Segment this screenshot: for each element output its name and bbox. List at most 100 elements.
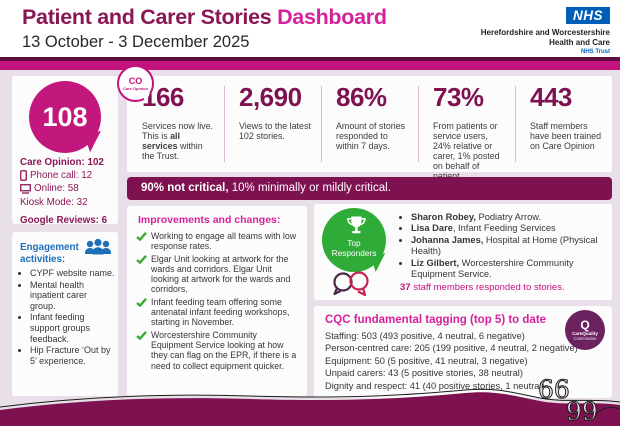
engagement-list: CYPF website name. Mental health inpatie… bbox=[20, 268, 115, 367]
criticality-banner: 90% not critical, 10% minimally or mildl… bbox=[127, 177, 612, 200]
list-item: Infant feeding support groups feedback. bbox=[30, 312, 115, 344]
stat-value: 86% bbox=[336, 82, 387, 112]
responders-footer-text: staff members responded to stories. bbox=[410, 282, 565, 293]
engagement-title: Engagement activities: bbox=[20, 242, 79, 265]
phone-call-row: Phone call: 12 bbox=[20, 169, 116, 182]
date-range: 13 October - 3 December 2025 bbox=[22, 33, 250, 51]
google-reviews-label: Google Reviews: 6 bbox=[20, 214, 108, 226]
trophy-icon bbox=[347, 216, 366, 234]
cqc-line-dignity: Dignity and respect: 41 (40 positive sto… bbox=[325, 380, 545, 391]
stat-desc: Staff members have been trained on Care … bbox=[530, 121, 602, 151]
care-opinion-logo-bubble: CO Care Opinion bbox=[117, 65, 154, 102]
people-icon bbox=[85, 238, 111, 255]
org-name-line1: Herefordshire and Worcestershire bbox=[480, 28, 610, 37]
online-label: Online: 58 bbox=[34, 183, 79, 195]
stat-from-patients: 73% From patients or service users, 24% … bbox=[418, 76, 515, 181]
care-opinion-logo-co: CO bbox=[128, 75, 143, 86]
cqc-logo-line2: Commission bbox=[573, 336, 597, 342]
page-title-accent: Dashboard bbox=[277, 5, 387, 29]
stat-desc-bold: all services bbox=[142, 131, 180, 151]
stat-value: 2,690 bbox=[239, 82, 302, 112]
stat-desc: Views to the latest 102 stories. bbox=[239, 121, 311, 141]
totals-breakdown: Care Opinion: 102 Phone call: 12 Online:… bbox=[20, 156, 116, 227]
nhs-logo-block: NHS Herefordshire and Worcestershire Hea… bbox=[481, 7, 610, 56]
improvement-text: Worcestershire Community Equipment Servi… bbox=[151, 329, 297, 371]
banner-rest-text: 10% minimally or mildly critical. bbox=[228, 182, 391, 194]
stat-desc-text: Services now live. This is bbox=[142, 121, 214, 141]
list-item: CYPF website name. bbox=[30, 268, 115, 279]
stat-responded: 86% Amount of stories responded to withi… bbox=[321, 76, 418, 172]
responder-name: Lisa Dare bbox=[411, 223, 453, 234]
cqc-title: CQC fundamental tagging (top 5) to date bbox=[325, 314, 547, 326]
cqc-line-person-centred: Person-centred care: 205 (199 positive, … bbox=[325, 343, 578, 354]
page-title: Patient and Carer Stories Dashboard bbox=[22, 5, 387, 30]
org-name-line2: Health and Care bbox=[549, 38, 610, 47]
responder-service: Hospital at Home (Physical Health) bbox=[411, 234, 598, 257]
top-responders-bubble: Top Responders bbox=[322, 208, 386, 272]
engagement-card: Engagement activities: CYPF website name… bbox=[12, 232, 118, 396]
cqc-line-unpaid-carers: Unpaid carers: 43 (5 positive stories, 3… bbox=[325, 368, 523, 379]
list-item: Hip Fracture ‘Out by 5’ experience. bbox=[30, 345, 115, 366]
total-stories-bubble: 108 bbox=[29, 81, 101, 153]
improvements-title: Improvements and changes: bbox=[138, 214, 281, 226]
online-row: Online: 58 bbox=[20, 182, 116, 195]
list-item: Mental health inpatient carer group. bbox=[30, 280, 115, 312]
banner-bold-text: 90% not critical, bbox=[141, 182, 229, 194]
cqc-logo-line1: CareQuality bbox=[572, 330, 598, 336]
list-item: Liz Gilbert, Worcestershire Community Eq… bbox=[411, 258, 606, 281]
speech-bubbles-icon bbox=[333, 271, 369, 297]
cqc-logo: Q CareQuality Commission bbox=[565, 310, 605, 350]
phone-icon bbox=[20, 170, 27, 182]
stat-desc-text: within the Trust. bbox=[142, 141, 203, 161]
care-opinion-logo: CO Care Opinion bbox=[117, 65, 154, 102]
cqc-line-equipment: Equipment: 50 (5 positive, 41 neutral, 3… bbox=[325, 355, 528, 366]
page-title-main: Patient and Carer Stories bbox=[22, 5, 278, 29]
badge-line2: Responders bbox=[331, 247, 377, 258]
monitor-icon bbox=[20, 184, 31, 194]
list-item: Infant feeding team offering some antena… bbox=[127, 297, 307, 330]
stats-card: 166 Services now live. This is all servi… bbox=[127, 76, 612, 181]
care-opinion-logo-label: Care Opinion bbox=[122, 85, 149, 91]
header-divider-pink bbox=[0, 61, 620, 70]
care-opinion-total: Care Opinion: 102 bbox=[20, 157, 104, 168]
responder-service: Worcestershire Community Equipment Servi… bbox=[411, 257, 574, 280]
top-responders-list: Sharon Robey, Podiatry Arrow. Lisa Dare,… bbox=[400, 212, 606, 280]
total-stories-count: 108 bbox=[42, 101, 88, 132]
check-icon bbox=[136, 232, 147, 241]
stat-desc: Services now live. This is all services … bbox=[142, 121, 216, 161]
list-item: Working to engage all teams with low res… bbox=[127, 231, 307, 254]
list-item: Johanna James, Hospital at Home (Physica… bbox=[411, 235, 606, 258]
responders-count: 37 bbox=[400, 282, 411, 293]
header-divider-dark bbox=[0, 57, 620, 61]
improvement-text: Infant feeding team offering some antena… bbox=[151, 296, 290, 328]
responder-service: Podiatry Arrow. bbox=[475, 212, 542, 222]
list-item: Sharon Robey, Podiatry Arrow. bbox=[411, 212, 606, 223]
org-name-line3: NHS Trust bbox=[580, 49, 610, 55]
check-icon bbox=[136, 254, 147, 264]
badge-line1: Top bbox=[347, 238, 361, 248]
improvement-text: Elgar Unit looking at artwork for the wa… bbox=[151, 253, 291, 295]
stat-value: 443 bbox=[530, 82, 572, 112]
responders-footer: 37 staff members responded to stories. bbox=[400, 282, 565, 293]
totals-card: 108 Care Opinion: 102 Phone call: 12 Onl… bbox=[12, 76, 118, 227]
top-responders-badge-text: Top Responders bbox=[322, 238, 386, 258]
kiosk-label: Kiosk Mode: 32 bbox=[20, 196, 88, 208]
responder-service: , Infant Feeding Services bbox=[452, 223, 556, 234]
stat-value: 73% bbox=[433, 82, 484, 112]
cqc-logo-q: Q bbox=[580, 317, 590, 332]
responder-name: Sharon Robey, bbox=[411, 212, 476, 222]
responder-name: Liz Gilbert, bbox=[411, 257, 460, 268]
check-icon bbox=[136, 297, 147, 307]
list-item: Elgar Unit looking at artwork for the wa… bbox=[127, 254, 307, 297]
improvements-card: Improvements and changes: Working to eng… bbox=[127, 206, 307, 396]
list-item: Worcestershire Community Equipment Servi… bbox=[127, 330, 307, 373]
phone-call-label: Phone call: 12 bbox=[30, 170, 93, 182]
responder-name: Johanna James, bbox=[411, 234, 484, 245]
top-responders-card: Top Responders Sharon Robey, Podiatry Ar… bbox=[314, 204, 612, 300]
check-icon bbox=[136, 330, 147, 340]
cqc-card: CQC fundamental tagging (top 5) to date … bbox=[314, 306, 612, 398]
stat-desc: Amount of stories responded to within 7 … bbox=[336, 121, 406, 151]
cqc-line-staffing: Staffing: 503 (493 positive, 4 neutral, … bbox=[325, 331, 525, 341]
improvement-text: Working to engage all teams with low res… bbox=[151, 231, 297, 252]
stat-staff-trained: 443 Staff members have been trained on C… bbox=[515, 76, 612, 172]
